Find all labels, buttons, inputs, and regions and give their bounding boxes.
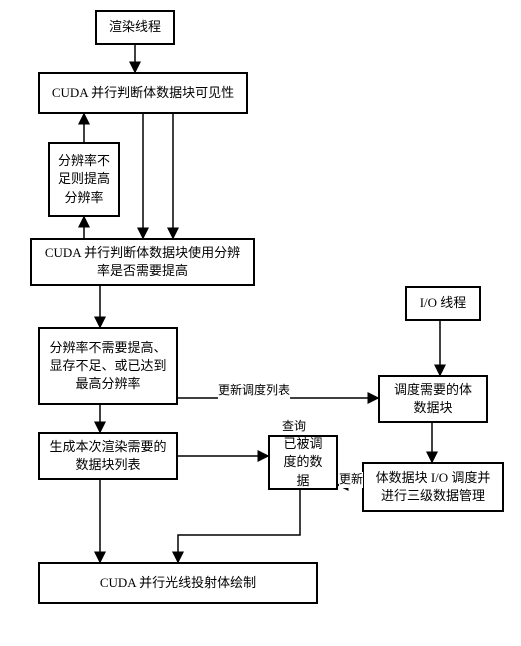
node-label: 已被调度的数据 bbox=[278, 435, 328, 490]
node-raise-resolution: 分辨率不足则提高分辨率 bbox=[48, 142, 120, 217]
node-label: CUDA 并行光线投射体绘制 bbox=[100, 574, 256, 592]
edge-label-query: 查询 bbox=[282, 419, 306, 435]
node-io-schedule-manage: 体数据块 I/O 调度并进行三级数据管理 bbox=[362, 462, 504, 512]
node-label: CUDA 并行判断体数据块可见性 bbox=[52, 84, 234, 102]
edge-label-update: 更新 bbox=[339, 472, 363, 488]
node-generate-block-list: 生成本次渲染需要的数据块列表 bbox=[38, 432, 178, 480]
node-label: 调度需要的体数据块 bbox=[388, 381, 478, 417]
node-label: 分辨率不足则提高分辨率 bbox=[58, 152, 110, 207]
node-label: CUDA 并行判断体数据块使用分辨率是否需要提高 bbox=[40, 244, 245, 280]
edge-label-update-list: 更新调度列表 bbox=[218, 383, 290, 399]
node-label: I/O 线程 bbox=[420, 294, 467, 312]
node-label: 渲染线程 bbox=[109, 18, 161, 36]
node-cuda-resolution-check: CUDA 并行判断体数据块使用分辨率是否需要提高 bbox=[30, 238, 255, 286]
node-schedule-blocks: 调度需要的体数据块 bbox=[378, 375, 488, 423]
node-render-thread: 渲染线程 bbox=[95, 10, 175, 45]
node-resolution-condition: 分辨率不需要提高、显存不足、或已达到最高分辨率 bbox=[38, 327, 178, 405]
node-io-thread: I/O 线程 bbox=[405, 286, 481, 321]
node-label: 生成本次渲染需要的数据块列表 bbox=[48, 438, 168, 474]
node-scheduled-data: 已被调度的数据 bbox=[268, 435, 338, 490]
node-label: 分辨率不需要提高、显存不足、或已达到最高分辨率 bbox=[48, 339, 168, 394]
node-cuda-raycast: CUDA 并行光线投射体绘制 bbox=[38, 562, 318, 604]
node-cuda-visibility: CUDA 并行判断体数据块可见性 bbox=[38, 72, 248, 114]
node-label: 体数据块 I/O 调度并进行三级数据管理 bbox=[372, 469, 494, 505]
